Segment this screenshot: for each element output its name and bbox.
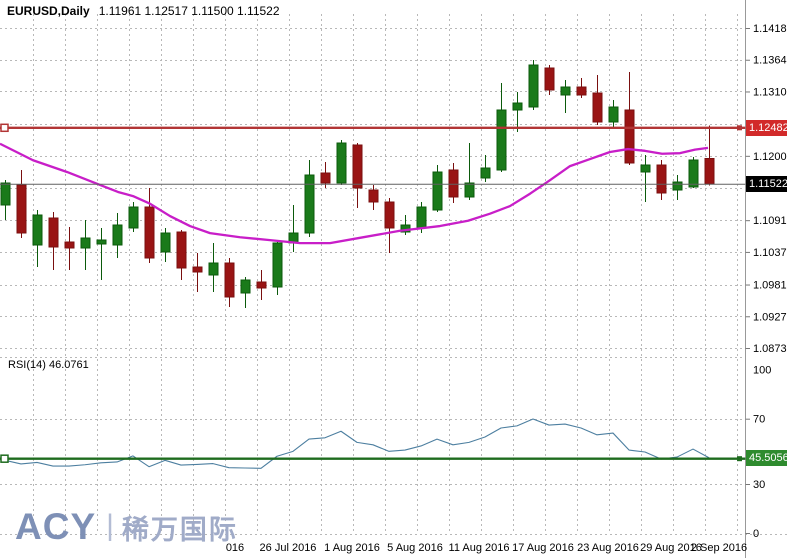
candle-body [320, 172, 331, 184]
line-handle[interactable] [737, 456, 742, 462]
candle-body [304, 174, 315, 234]
candle-body [704, 157, 715, 185]
acy-logo-chinese: 稀万国际 [121, 514, 238, 545]
price-axis-label: 1.10370 [753, 247, 787, 259]
candle-body [432, 171, 443, 211]
candle-body [32, 214, 43, 246]
candle-body [528, 64, 539, 108]
rsi-axis-label: 100 [753, 365, 771, 377]
chart-title: EURUSD,Daily 1.11961 1.12517 1.11500 1.11… [7, 4, 280, 18]
candle-body [0, 182, 11, 206]
date-axis-label: 2 Sep 2016 [691, 542, 747, 554]
candle-body [688, 159, 699, 188]
price-axis-label: 1.08735 [753, 343, 787, 355]
candle-body [48, 217, 59, 248]
candle-body [592, 92, 603, 123]
rsi-badge: 45.5056 [746, 450, 787, 466]
price-axis-label: 1.09275 [753, 311, 787, 323]
date-axis-label: 26 Jul 2016 [260, 542, 317, 554]
date-axis-label: 11 Aug 2016 [449, 542, 510, 554]
date-axis-label: 17 Aug 2016 [512, 542, 574, 554]
price-badge-resistance: 1.12482 [746, 120, 787, 136]
rsi-axis-label: 70 [753, 414, 765, 426]
line-handle[interactable] [0, 454, 9, 463]
line-handle[interactable] [737, 125, 742, 131]
acy-logo: ACY | 稀万国际 [15, 506, 238, 548]
rsi-axis-label: 30 [753, 479, 765, 491]
candle-body [64, 241, 75, 249]
rsi-indicator-label: RSI(14) 46.0761 [8, 359, 89, 371]
candle-body [544, 67, 555, 91]
candle-body [336, 142, 347, 184]
candle-body [384, 201, 395, 229]
date-axis-label: 23 Aug 2016 [577, 542, 639, 554]
candle-body [16, 184, 27, 234]
price-axis-label: 1.14180 [753, 23, 787, 35]
candle-body [272, 242, 283, 288]
candle-body [512, 102, 523, 111]
candle-body [672, 181, 683, 191]
price-axis-label: 1.13100 [753, 86, 787, 98]
price-badge-current: 1.11522 [746, 176, 787, 192]
candle-body [656, 164, 667, 194]
candle-body [144, 206, 155, 259]
candle-body [176, 231, 187, 269]
date-axis-label: 5 Aug 2016 [387, 542, 443, 554]
candle-body [416, 206, 427, 229]
acy-logo-separator: | [106, 509, 114, 542]
candle-body [256, 281, 267, 289]
date-axis-label: 1 Aug 2016 [324, 542, 380, 554]
candle-body [192, 266, 203, 273]
candle-body [560, 86, 571, 96]
candle-body [480, 167, 491, 179]
candle-body [368, 189, 379, 203]
candle-body [80, 237, 91, 249]
price-axis-label: 1.10910 [753, 215, 787, 227]
candle-body [576, 86, 587, 96]
acy-logo-text: ACY [15, 506, 97, 547]
price-axis-label: 1.09815 [753, 280, 787, 292]
price-axis-label: 1.13640 [753, 55, 787, 67]
date-axis-label: 29 Aug 2016 [640, 542, 702, 554]
candle-body [496, 109, 507, 171]
candle-body [224, 262, 235, 298]
candle-body [624, 109, 635, 164]
candle-body [96, 239, 107, 245]
candle-body [352, 144, 363, 189]
date-axis-label: 016 [226, 542, 244, 554]
candle-body [160, 232, 171, 253]
ohlc-values: 1.11961 1.12517 1.11500 1.11522 [98, 4, 280, 18]
candle-body [608, 106, 619, 123]
rsi-line [4, 418, 710, 469]
line-handle[interactable] [0, 123, 9, 133]
candle-body [128, 206, 139, 229]
candle-body [464, 182, 475, 198]
ma-line [0, 142, 709, 245]
candle-body [640, 164, 651, 173]
candle-body [112, 224, 123, 246]
symbol-timeframe-label: EURUSD,Daily [7, 4, 90, 18]
candle-body [240, 279, 251, 294]
candle-body [448, 169, 459, 198]
candle-body [208, 262, 219, 276]
price-axis-label: 1.12005 [753, 151, 787, 163]
rsi-axis-label: 0 [753, 528, 759, 540]
